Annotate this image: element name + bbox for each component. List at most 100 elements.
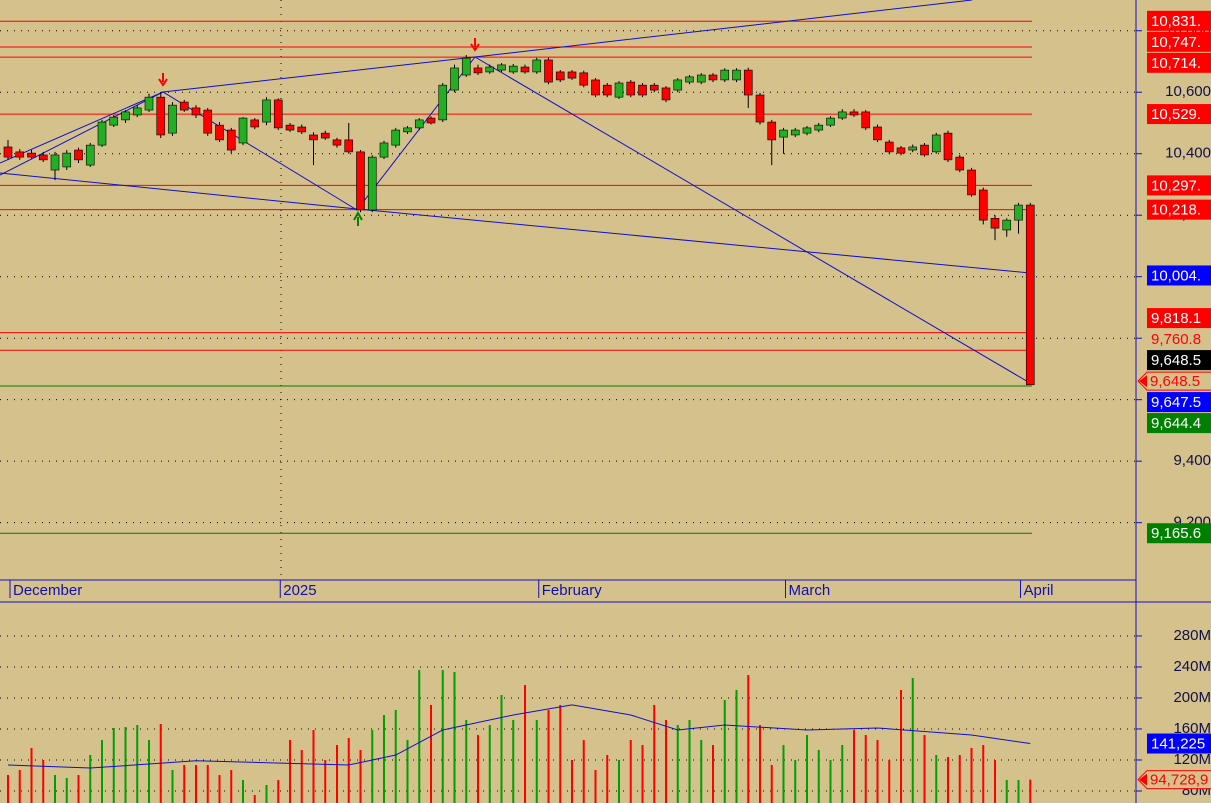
candle-body: [591, 79, 600, 96]
level-box: [1147, 104, 1211, 125]
candle-body: [62, 152, 72, 168]
volume-bar: [571, 759, 573, 803]
level-label: 10,004.: [1151, 267, 1201, 284]
candle-body: [720, 69, 730, 81]
volume-bar: [230, 769, 233, 803]
level-box: [1147, 392, 1211, 413]
candle-body: [215, 124, 224, 141]
candle-body: [403, 127, 412, 133]
volume-bar: [206, 765, 209, 803]
level-box: [1147, 31, 1211, 52]
level-backdrop: [1147, 329, 1211, 350]
candle-body: [461, 57, 471, 76]
volume-bar: [42, 759, 45, 803]
candle-body: [497, 64, 506, 71]
level-label: 9,648.5: [1150, 373, 1200, 390]
volume-bar: [112, 727, 115, 803]
candle-body: [755, 94, 765, 123]
volume-bar: [594, 769, 597, 803]
volume-bar: [535, 719, 538, 803]
candle-body: [555, 71, 565, 81]
candle-body: [896, 147, 906, 154]
candle-body: [732, 69, 741, 81]
candle-body: [473, 67, 483, 74]
volume-bar: [876, 739, 879, 803]
volume-bar: [994, 759, 996, 803]
volume-bar: [465, 719, 468, 803]
level-box: [1147, 10, 1211, 31]
candle-body: [508, 65, 518, 73]
candle-body: [309, 134, 318, 141]
y-tick-label: 240M: [1173, 658, 1211, 675]
volume-bar: [124, 726, 127, 803]
date-label: 2025: [283, 582, 316, 599]
markers: [158, 38, 480, 226]
volume-bar: [1005, 779, 1008, 803]
zigzag-line: [0, 56, 1031, 384]
candle-body: [273, 99, 283, 129]
volume-bar: [336, 745, 338, 803]
volume-bar: [441, 670, 444, 803]
level-label: 9,165.6: [1151, 525, 1201, 542]
candle-body: [567, 71, 577, 79]
level-label: 9,760.8: [1151, 331, 1201, 348]
volume-bar: [547, 709, 550, 803]
volume-bar: [54, 775, 56, 803]
candle-body: [649, 84, 659, 91]
date-label: April: [1024, 582, 1054, 599]
volume-bar: [453, 671, 456, 803]
volume-bar: [853, 729, 855, 803]
volume-bar: [817, 749, 820, 803]
level-label: 9,644.4: [1151, 415, 1201, 432]
volume-bar: [65, 777, 68, 803]
candle-body: [320, 132, 330, 139]
candle-body: [920, 144, 929, 156]
candle-body: [27, 152, 36, 158]
candle-body: [1014, 204, 1023, 221]
volume-bar: [665, 719, 667, 803]
candle-body: [38, 154, 48, 161]
volume-bar: [371, 729, 374, 803]
candle-body: [837, 111, 847, 119]
date-label: December: [13, 582, 82, 599]
candle-body: [179, 101, 189, 111]
volume-bar: [136, 725, 139, 803]
volume-bar: [618, 759, 620, 803]
volume-bar: [676, 725, 679, 803]
level-label: 10,714.: [1151, 55, 1201, 72]
volume-bar: [30, 747, 33, 803]
volume-bar: [218, 775, 221, 803]
candle-body: [367, 156, 377, 211]
trend-line: [0, 172, 1031, 274]
volume-bar: [18, 769, 21, 803]
candle-body: [250, 119, 260, 128]
candle-body: [931, 134, 941, 153]
candle-body: [438, 84, 448, 121]
sell-arrow: [470, 38, 480, 52]
volume-bar: [888, 759, 891, 803]
candle-body: [861, 111, 871, 129]
level-label: 10,218.: [1151, 202, 1201, 219]
candle-body: [908, 146, 918, 151]
volume-bar: [935, 755, 938, 803]
volume-bar: [430, 704, 432, 803]
volume-bar: [900, 689, 902, 803]
candle-body: [391, 129, 401, 146]
level-label: 10,831.: [1151, 13, 1201, 30]
volume-bar: [324, 759, 327, 803]
volume-bar: [829, 759, 832, 803]
candle-body: [779, 129, 788, 138]
volume-bar: [359, 749, 362, 803]
volume-bar: [347, 737, 350, 803]
level-box: [1147, 265, 1211, 286]
candle-body: [967, 169, 976, 196]
candle-body: [144, 96, 154, 111]
candle-body: [226, 129, 236, 151]
volume-bar: [148, 739, 150, 803]
y-tick-label: 120M: [1173, 751, 1211, 768]
volume-bar: [559, 704, 562, 803]
volume-bar: [782, 745, 785, 803]
candle-body: [943, 132, 953, 161]
candle-body: [132, 107, 142, 116]
candle-body: [743, 69, 753, 96]
